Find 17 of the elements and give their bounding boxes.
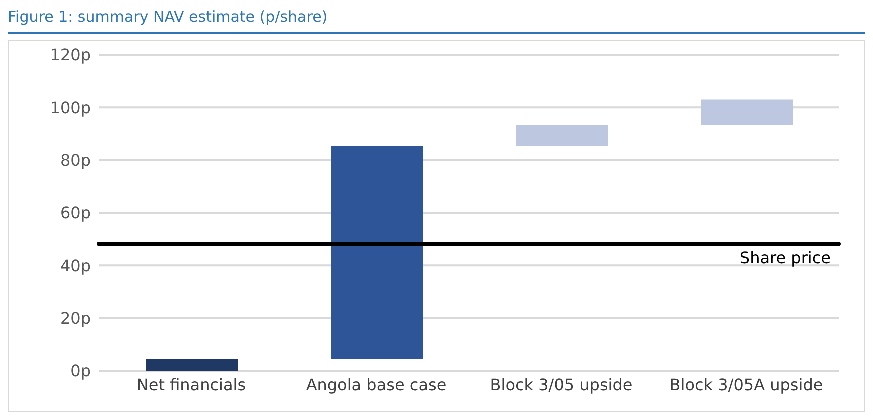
bar [331,146,423,360]
x-tick-label: Block 3/05 upside [490,375,633,394]
y-tick-label: 60p [60,204,91,223]
bar [146,359,238,371]
ref-line-label: Share price [740,248,831,268]
x-tick-label: Block 3/05A upside [670,375,824,394]
y-tick-label: 40p [60,256,91,276]
x-tick-label: Net financials [136,375,246,394]
chart-title: Figure 1: summary NAV estimate (p/share) [8,8,865,34]
bar [701,100,793,126]
y-tick-label: 100p [50,98,91,118]
bar [516,125,608,146]
y-tick-label: 0p [70,362,91,381]
y-tick-label: 80p [60,151,91,170]
x-tick-label: Angola base case [306,375,447,394]
y-tick-label: 120p [50,46,91,65]
y-tick-label: 20p [60,309,91,328]
